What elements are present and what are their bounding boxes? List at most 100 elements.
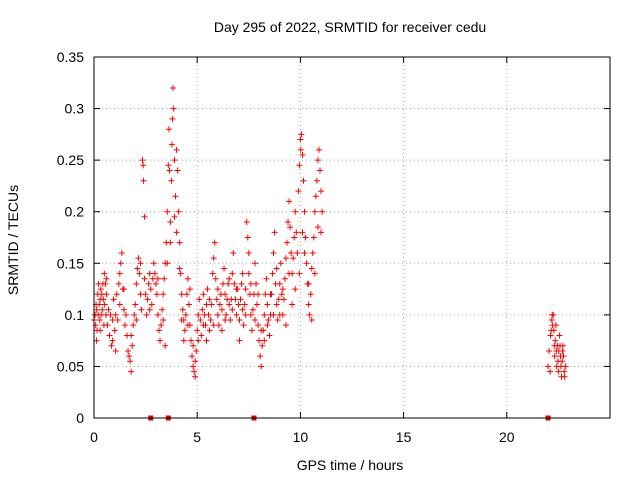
data-points xyxy=(91,84,569,380)
data-point xyxy=(157,337,164,344)
data-point xyxy=(236,317,243,324)
y-tick-label: 0.2 xyxy=(65,204,85,220)
data-point xyxy=(203,301,210,308)
data-point xyxy=(165,162,172,169)
data-point xyxy=(289,301,296,308)
data-point xyxy=(318,229,325,236)
data-point xyxy=(245,249,252,256)
data-point xyxy=(183,291,190,298)
chart-title: Day 295 of 2022, SRMTID for receiver ced… xyxy=(214,19,486,35)
data-point xyxy=(218,306,225,313)
data-point xyxy=(257,353,264,360)
data-point xyxy=(97,327,104,334)
data-point xyxy=(561,373,568,380)
x-tick-label: 0 xyxy=(90,429,98,445)
data-point xyxy=(170,84,177,91)
data-point xyxy=(314,157,321,164)
data-point xyxy=(317,167,324,174)
data-point xyxy=(189,353,196,360)
data-point xyxy=(552,337,559,344)
data-point xyxy=(169,115,176,122)
data-point xyxy=(211,239,218,246)
data-point xyxy=(267,291,274,298)
data-point xyxy=(295,188,302,195)
data-point xyxy=(223,311,230,318)
data-point xyxy=(230,249,237,256)
data-point xyxy=(559,347,566,354)
data-point xyxy=(238,280,245,287)
data-point xyxy=(315,146,322,153)
x-tick-label: 15 xyxy=(396,429,412,445)
data-point xyxy=(178,317,185,324)
data-point xyxy=(269,270,276,277)
data-point xyxy=(106,332,113,339)
data-point xyxy=(210,322,217,329)
data-point xyxy=(184,275,191,282)
data-point xyxy=(293,229,300,236)
data-point xyxy=(302,234,309,241)
data-point xyxy=(261,311,268,318)
data-point xyxy=(192,358,199,365)
data-point xyxy=(555,368,562,375)
data-point xyxy=(300,177,307,184)
data-point xyxy=(167,219,174,226)
x-axis-ticks: 0 5 10 15 20 xyxy=(90,57,515,445)
data-point xyxy=(243,219,250,226)
data-point xyxy=(165,126,172,133)
data-point xyxy=(115,280,122,287)
data-point xyxy=(162,342,169,349)
data-point xyxy=(121,322,128,329)
data-point xyxy=(176,239,183,246)
data-point xyxy=(105,306,112,313)
data-point xyxy=(97,286,104,293)
data-point xyxy=(255,322,262,329)
data-point xyxy=(225,280,232,287)
data-point xyxy=(114,317,121,324)
data-point xyxy=(130,322,137,329)
data-point xyxy=(206,327,213,334)
data-point xyxy=(308,265,315,272)
data-point xyxy=(184,322,191,329)
data-point xyxy=(113,291,120,298)
data-point xyxy=(128,368,135,375)
x-axis-label: GPS time / hours xyxy=(297,457,404,473)
data-point xyxy=(297,136,304,143)
data-point xyxy=(180,337,187,344)
y-tick-label: 0.15 xyxy=(57,255,84,271)
data-point xyxy=(110,296,117,303)
data-point xyxy=(153,291,160,298)
data-point xyxy=(244,234,251,241)
data-point xyxy=(562,363,569,370)
data-point xyxy=(222,317,229,324)
data-point xyxy=(237,296,244,303)
data-point xyxy=(182,311,189,318)
data-point xyxy=(242,286,249,293)
data-point xyxy=(118,249,125,256)
data-point xyxy=(277,260,284,267)
data-point xyxy=(301,249,308,256)
data-point xyxy=(297,146,304,153)
data-point xyxy=(242,311,249,318)
data-point xyxy=(283,239,290,246)
data-point xyxy=(209,270,216,277)
data-point xyxy=(140,162,147,169)
data-point xyxy=(561,368,568,375)
data-point xyxy=(134,265,141,272)
data-point xyxy=(299,229,306,236)
data-point xyxy=(301,208,308,215)
data-point xyxy=(138,306,145,313)
data-point xyxy=(213,296,220,303)
data-point xyxy=(294,249,301,256)
data-point xyxy=(286,270,293,277)
data-point xyxy=(305,301,312,308)
data-point xyxy=(264,301,271,308)
data-point xyxy=(166,167,173,174)
data-point xyxy=(193,347,200,354)
data-point xyxy=(143,311,150,318)
data-point xyxy=(254,301,261,308)
data-point xyxy=(279,286,286,293)
data-point xyxy=(547,332,554,339)
data-point xyxy=(251,317,258,324)
data-point xyxy=(276,280,283,287)
